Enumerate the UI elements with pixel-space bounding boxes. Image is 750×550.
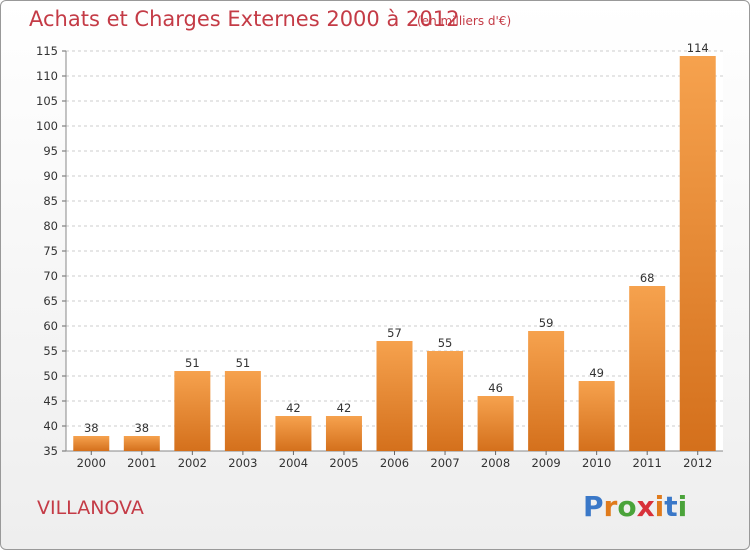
bar-2001 — [123, 436, 160, 451]
proxiti-logo: Proxiti — [583, 490, 688, 523]
x-tick-label: 2000 — [77, 456, 106, 470]
y-tick-label: 85 — [43, 194, 58, 208]
y-tick-label: 35 — [43, 444, 58, 458]
bar-2010 — [578, 381, 615, 451]
chart-title: Achats et Charges Externes 2000 à 2012 — [29, 7, 460, 31]
y-tick-label: 60 — [43, 319, 58, 333]
y-tick-label: 45 — [43, 394, 58, 408]
x-tick-label: 2012 — [683, 456, 712, 470]
y-tick-label: 80 — [43, 219, 58, 233]
y-tick-label: 65 — [43, 294, 58, 308]
y-tick-label: 55 — [43, 344, 58, 358]
bar-2000 — [73, 436, 110, 451]
x-tick-label: 2002 — [178, 456, 207, 470]
x-tick-label: 2005 — [329, 456, 358, 470]
bar-2012 — [679, 56, 716, 451]
bar-2007 — [427, 351, 464, 451]
y-tick-label: 95 — [43, 144, 58, 158]
data-label-2009: 59 — [539, 316, 554, 330]
data-label-2012: 114 — [687, 41, 709, 55]
bar-2011 — [629, 286, 666, 451]
y-tick-label: 100 — [36, 119, 58, 133]
y-tick-label: 75 — [43, 244, 58, 258]
data-label-2007: 55 — [438, 336, 453, 350]
x-tick-label: 2007 — [430, 456, 459, 470]
data-label-2002: 51 — [185, 356, 200, 370]
x-tick-label: 2001 — [127, 456, 156, 470]
bar-2002 — [174, 371, 211, 451]
x-tick-label: 2008 — [481, 456, 510, 470]
data-label-2001: 38 — [134, 421, 149, 435]
chart-subtitle: (en milliers d'€) — [417, 14, 512, 28]
bar-2008 — [477, 396, 514, 451]
data-label-2004: 42 — [286, 401, 301, 415]
x-tick-label: 2006 — [380, 456, 409, 470]
x-tick-label: 2003 — [228, 456, 257, 470]
x-tick-label: 2011 — [633, 456, 662, 470]
x-tick-label: 2010 — [582, 456, 611, 470]
y-tick-label: 105 — [36, 94, 58, 108]
bar-2009 — [528, 331, 565, 451]
y-tick-label: 40 — [43, 419, 58, 433]
commune-name: VILLANOVA — [37, 497, 144, 519]
data-label-2000: 38 — [84, 421, 99, 435]
data-label-2003: 51 — [236, 356, 251, 370]
data-label-2008: 46 — [488, 381, 503, 395]
x-tick-label: 2004 — [279, 456, 308, 470]
data-label-2011: 68 — [640, 271, 655, 285]
y-tick-label: 70 — [43, 269, 58, 283]
y-tick-label: 90 — [43, 169, 58, 183]
data-label-2010: 49 — [589, 366, 604, 380]
bar-2006 — [376, 341, 413, 451]
data-label-2005: 42 — [337, 401, 352, 415]
bar-2003 — [224, 371, 261, 451]
x-tick-label: 2009 — [531, 456, 560, 470]
y-tick-label: 50 — [43, 369, 58, 383]
y-tick-label: 110 — [36, 69, 58, 83]
y-tick-label: 115 — [36, 44, 58, 58]
data-label-2006: 57 — [387, 326, 402, 340]
bar-2004 — [275, 416, 312, 451]
bar-2005 — [325, 416, 362, 451]
